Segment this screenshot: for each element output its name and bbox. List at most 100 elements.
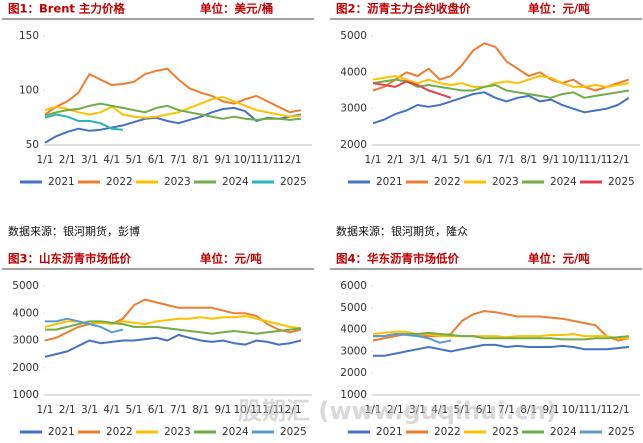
y-tick-label: 6000 [340, 280, 367, 292]
legend-label: 2022 [434, 426, 461, 438]
watermark: 股期汇 (www.guqihui.cn) [238, 397, 557, 425]
chart-panel: 图1：Brent 主力价格 单位：美元/桶 50 100 150 1/1 2/1 3/1 4/1… [2, 2, 314, 188]
x-tick-label: 12/1 [606, 404, 630, 416]
x-tick-label: 5/1 [126, 404, 143, 416]
x-tick-label: 6/1 [476, 154, 493, 166]
legend-label: 2022 [106, 176, 133, 188]
x-tick-label: 11/1 [256, 154, 280, 166]
chart-panel: 图3：山东沥青市场低价 单位：元/吨 1000 2000 3000 4000 5000 1/1… [2, 252, 314, 438]
y-tick-label: 150 [19, 30, 39, 42]
x-tick-label: 2/1 [387, 404, 404, 416]
legend-label: 2022 [106, 426, 133, 438]
y-tick-label: 4000 [340, 324, 367, 336]
x-tick-label: 4/1 [103, 154, 120, 166]
x-tick-label: 5/1 [126, 154, 143, 166]
x-tick-label: 3/1 [409, 154, 426, 166]
chart-title: 图3：山东沥青市场低价 [8, 252, 132, 266]
chart-title: 图2：沥青主力合约收盘价 [336, 2, 471, 16]
y-tick-label: 50 [26, 139, 39, 151]
legend-label: 2021 [376, 176, 403, 188]
source-note: 数据来源：银河期货，彭博 [8, 224, 140, 238]
legend-label: 2025 [280, 426, 307, 438]
series-line [373, 343, 629, 357]
y-tick-label: 2000 [340, 139, 367, 151]
chart-unit: 单位：美元/桶 [200, 2, 273, 16]
legend-label: 2021 [48, 176, 75, 188]
chart-unit: 单位：元/吨 [528, 252, 590, 266]
legend-label: 2022 [434, 176, 461, 188]
x-tick-label: 4/1 [431, 154, 448, 166]
x-tick-label: 9/1 [543, 404, 560, 416]
y-tick-label: 3000 [340, 345, 367, 357]
x-tick-label: 2/1 [59, 154, 76, 166]
series-line [373, 331, 629, 341]
x-tick-label: 10/1 [561, 404, 585, 416]
x-tick-label: 2/1 [387, 154, 404, 166]
x-tick-label: 10/1 [561, 154, 585, 166]
y-tick-label: 4000 [12, 307, 39, 319]
x-tick-label: 1/1 [37, 154, 54, 166]
legend-label: 2023 [164, 176, 191, 188]
legend-label: 2023 [164, 426, 191, 438]
y-tick-label: 5000 [340, 302, 367, 314]
legend-label: 2021 [376, 426, 403, 438]
x-tick-label: 11/1 [584, 404, 608, 416]
y-tick-label: 1000 [340, 389, 367, 401]
chart-panel: 图2：沥青主力合约收盘价 单位：元/吨 2000 3000 4000 5000 1/1 2/1… [330, 2, 642, 188]
x-tick-label: 1/1 [365, 404, 382, 416]
y-tick-label: 100 [19, 85, 39, 97]
series-line [372, 80, 452, 99]
y-tick-label: 4000 [340, 66, 367, 78]
legend-label: 2025 [608, 426, 635, 438]
x-tick-label: 8/1 [192, 404, 209, 416]
legend-label: 2024 [222, 426, 249, 438]
x-tick-label: 12/1 [606, 154, 630, 166]
x-tick-label: 7/1 [170, 154, 187, 166]
series-line [372, 75, 630, 88]
legend-label: 2024 [550, 426, 577, 438]
y-tick-label: 3000 [12, 335, 39, 347]
series-line [44, 334, 302, 358]
x-tick-label: 6/1 [148, 404, 165, 416]
x-tick-label: 9/1 [215, 404, 232, 416]
x-tick-label: 1/1 [365, 154, 382, 166]
x-tick-label: 4/1 [431, 404, 448, 416]
chart-title: 图4：华东沥青市场低价 [336, 252, 460, 266]
x-tick-label: 9/1 [215, 154, 232, 166]
series-line [372, 78, 630, 99]
legend-label: 2023 [492, 176, 519, 188]
source-note: 数据来源：银河期货，隆众 [336, 224, 468, 238]
series-line [372, 91, 630, 125]
x-tick-label: 8/1 [192, 154, 209, 166]
legend-label: 2023 [492, 426, 519, 438]
legend-label: 2025 [280, 176, 307, 188]
legend-label: 2024 [222, 176, 249, 188]
series-line [44, 113, 123, 131]
x-tick-label: 6/1 [476, 404, 493, 416]
series-line [373, 333, 452, 344]
y-tick-label: 2000 [340, 367, 367, 379]
x-tick-label: 10/1 [233, 154, 257, 166]
x-tick-label: 2/1 [59, 404, 76, 416]
x-tick-label: 9/1 [543, 154, 560, 166]
x-tick-label: 8/1 [520, 154, 537, 166]
x-tick-label: 7/1 [170, 404, 187, 416]
chart-panel: 图4：华东沥青市场低价 单位：元/吨 1000 2000 3000 4000 5000 600… [330, 252, 642, 438]
series-line [44, 96, 301, 119]
x-tick-label: 7/1 [498, 154, 515, 166]
x-tick-label: 5/1 [454, 404, 471, 416]
legend-label: 2024 [550, 176, 577, 188]
legend-label: 2021 [48, 426, 75, 438]
y-tick-label: 5000 [340, 30, 367, 42]
y-tick-label: 1000 [12, 389, 39, 401]
x-tick-label: 10/1 [233, 404, 257, 416]
x-tick-label: 4/1 [103, 404, 120, 416]
x-tick-label: 3/1 [409, 404, 426, 416]
series-line [44, 102, 301, 121]
x-tick-label: 11/1 [256, 404, 280, 416]
series-line [45, 317, 124, 334]
y-tick-label: 5000 [12, 280, 39, 292]
chart-unit: 单位：元/吨 [200, 252, 262, 266]
chart-unit: 单位：元/吨 [528, 2, 590, 16]
